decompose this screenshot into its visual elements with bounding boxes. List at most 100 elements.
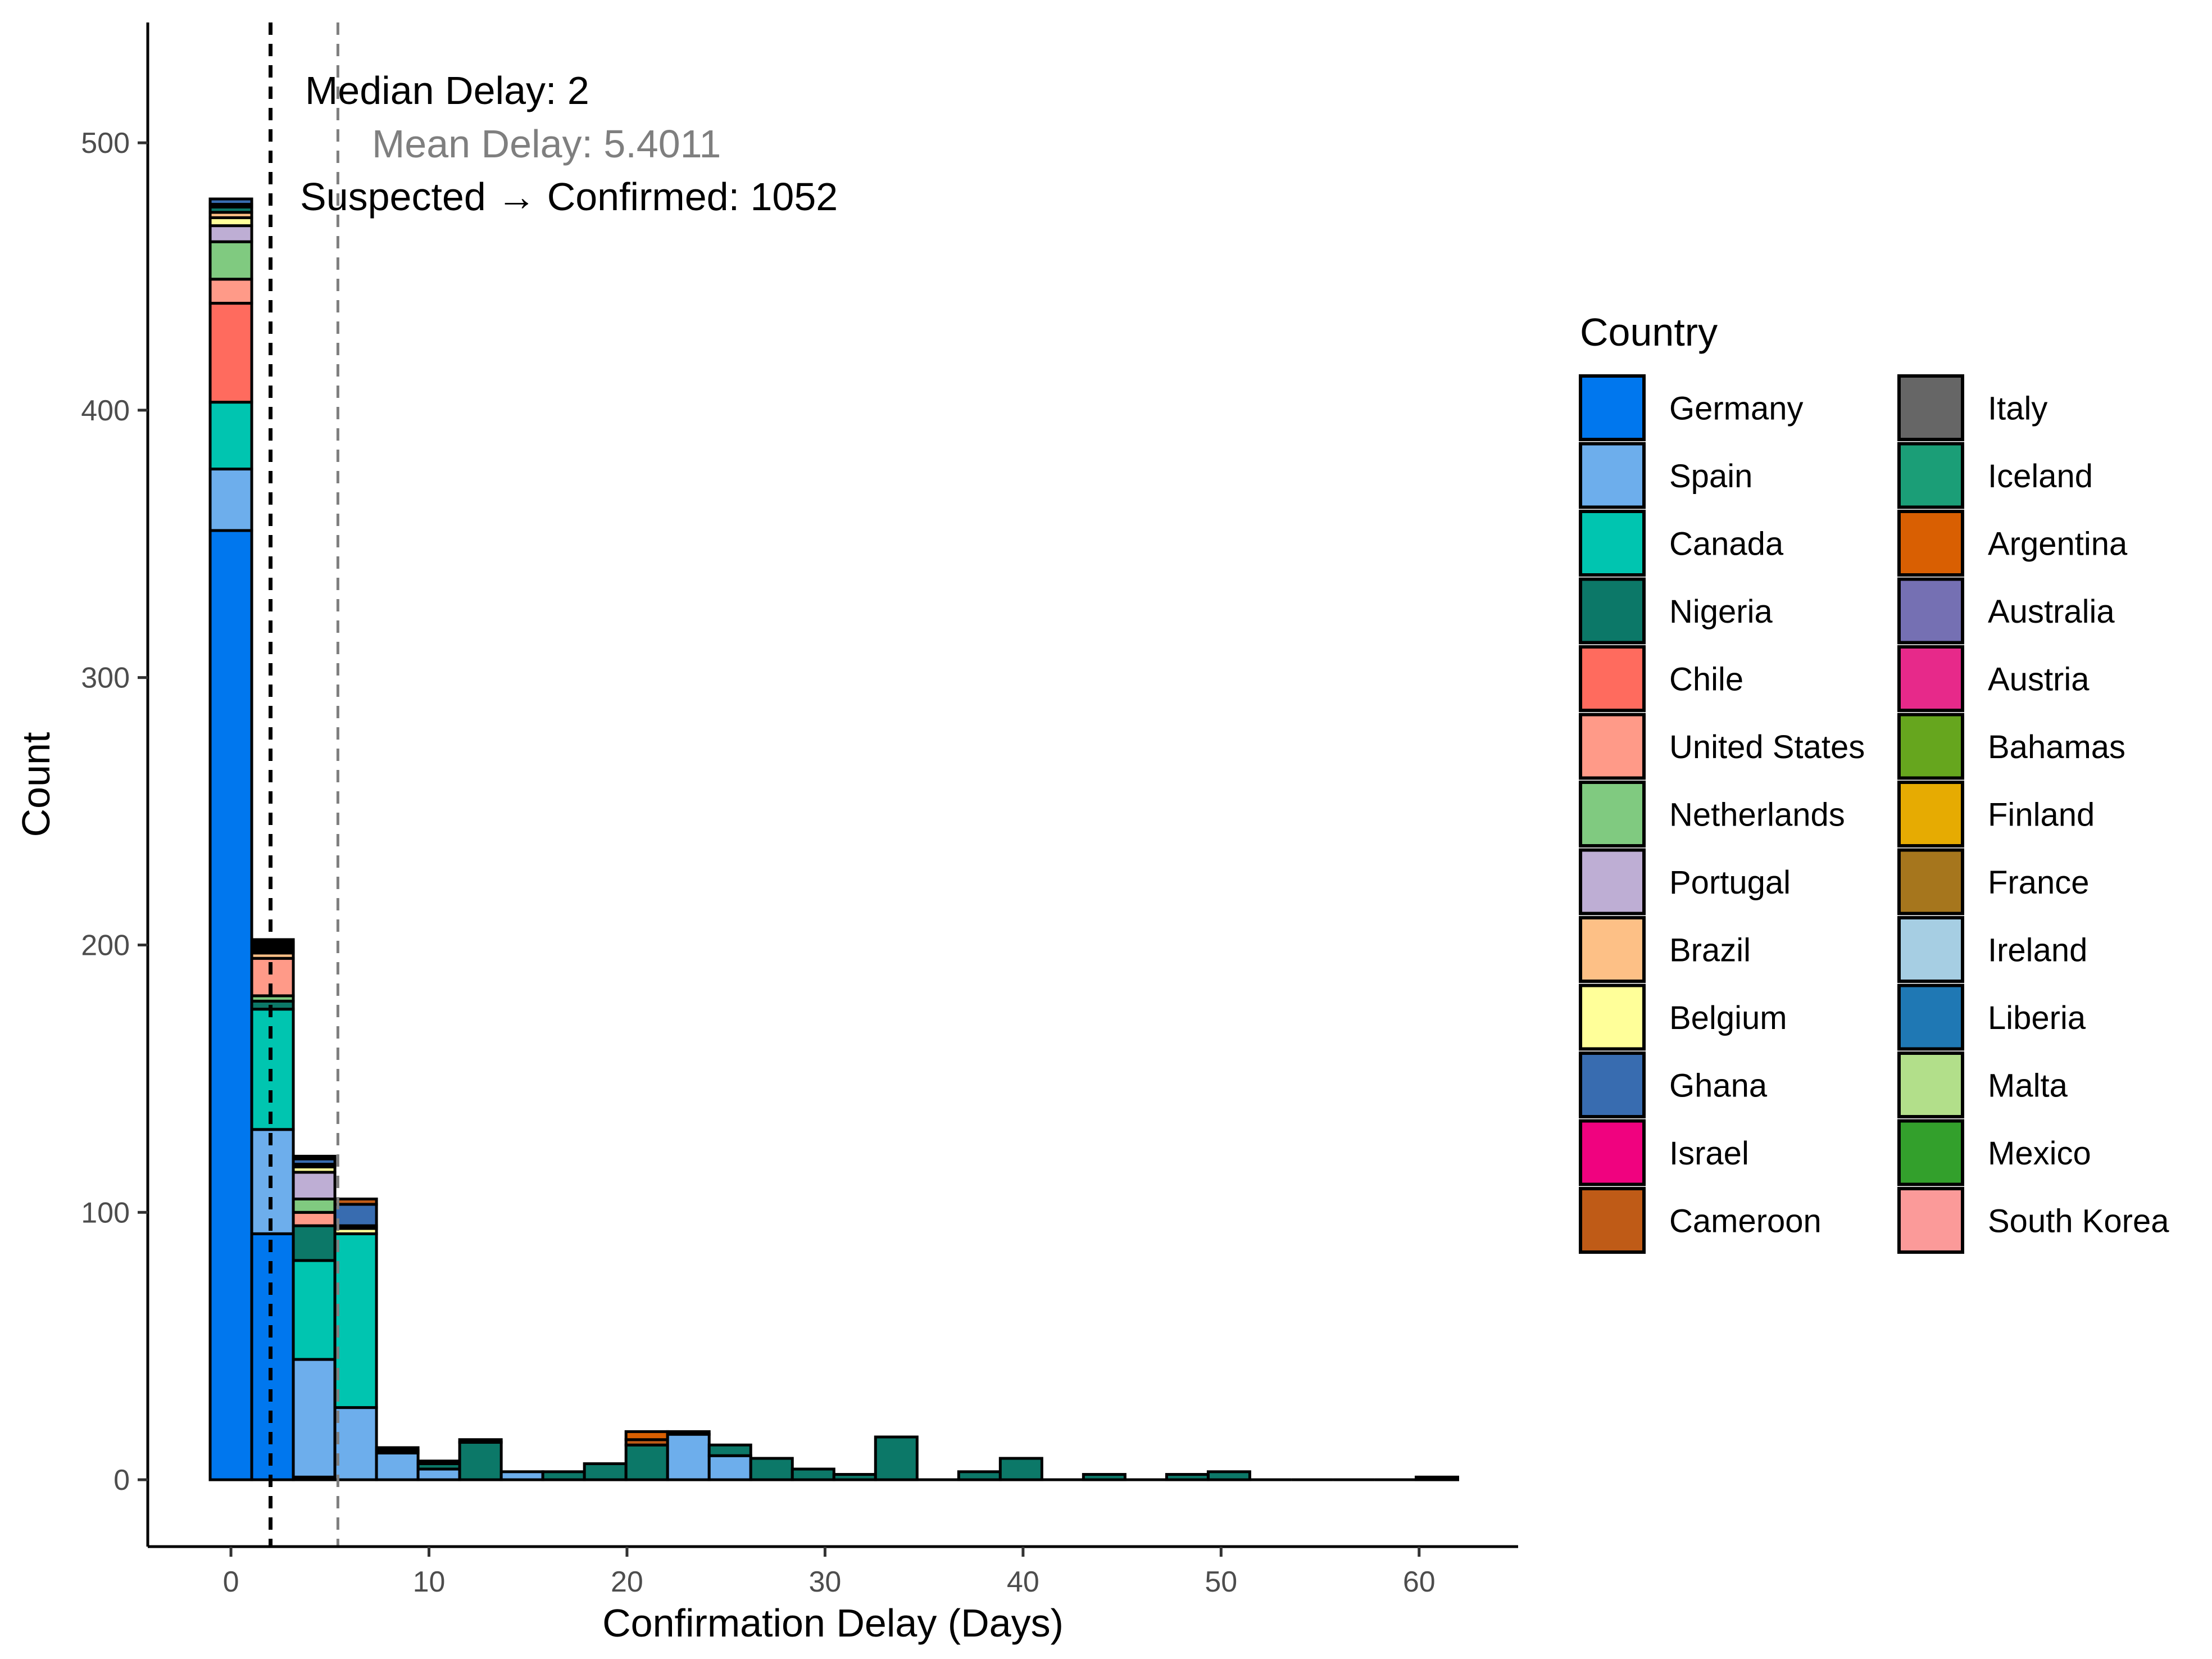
bar-segment-3-5: [333, 1197, 378, 1206]
bar-segment-0-4: [208, 278, 253, 305]
annotations-layer: Median Delay: 2 Mean Delay: 5.4011 Suspect…: [300, 69, 838, 219]
y-tick-label-2: 200: [81, 929, 130, 962]
legend-swatch-3: [1579, 577, 1646, 645]
legend-label-20: France: [1988, 864, 2090, 901]
mean-annotation: Mean Delay: 5.4011: [372, 122, 721, 166]
legend-label-15: Argentina: [1988, 526, 2128, 563]
bar-segment-12-0: [707, 1454, 752, 1481]
bar-segment-5-0: [416, 1467, 461, 1481]
bar-segment-24-0: [1206, 1470, 1251, 1481]
legend-swatch-17: [1897, 645, 1964, 712]
legend: Country Germany Spain Canada Nigeria Chile Uni…: [1579, 310, 2169, 1254]
bar-segment-2-10: [292, 1154, 337, 1161]
bar-segment-0-0: [208, 529, 253, 1481]
legend-label-16: Australia: [1988, 593, 2115, 630]
bar-segment-15-0: [832, 1473, 877, 1481]
legend-swatch-8: [1579, 916, 1646, 983]
bar-segment-11-1: [666, 1430, 711, 1436]
y-tick-label-1: 100: [81, 1196, 130, 1229]
legend-swatch-19: [1897, 781, 1964, 847]
bar-segment-2-1: [292, 1358, 337, 1479]
x-tick-label-6: 60: [1403, 1566, 1436, 1598]
bars-layer: [208, 197, 1460, 1481]
x-tick-label-4: 40: [1007, 1566, 1039, 1598]
y-tick-label-3: 300: [81, 662, 130, 695]
bar-segment-3-4: [333, 1203, 378, 1227]
legend-label-9: Belgium: [1669, 1000, 1787, 1036]
legend-label-17: Austria: [1988, 661, 2090, 698]
x-tick-label-1: 10: [413, 1566, 446, 1598]
legend-swatch-20: [1897, 848, 1964, 915]
bar-segment-12-1: [707, 1443, 752, 1457]
bar-segment-23-0: [1165, 1473, 1210, 1481]
legend-label-1: Spain: [1669, 458, 1752, 495]
y-tick-label-5: 500: [81, 127, 130, 160]
legend-swatch-2: [1579, 510, 1646, 577]
bar-segment-2-4: [292, 1211, 337, 1227]
legend-swatch-25: [1897, 1187, 1964, 1254]
bar-segment-10-2: [624, 1430, 669, 1442]
legend-swatch-18: [1897, 713, 1964, 780]
legend-label-12: Cameroon: [1669, 1203, 1822, 1240]
legend-label-5: United States: [1669, 729, 1865, 765]
count-annotation: Suspected → Confirmed: 1052: [300, 175, 838, 219]
y-tick-label-4: 400: [81, 395, 130, 427]
legend-label-7: Portugal: [1669, 864, 1791, 901]
bar-segment-9-0: [583, 1462, 628, 1481]
bar-segment-2-2: [292, 1259, 337, 1361]
bar-segment-18-0: [957, 1470, 1002, 1481]
x-tick-label-5: 50: [1205, 1566, 1237, 1598]
legend-label-3: Nigeria: [1669, 593, 1773, 630]
bar-segment-1-0: [250, 1232, 295, 1481]
legend-swatch-23: [1897, 1051, 1964, 1118]
legend-label-2: Canada: [1669, 526, 1784, 563]
bar-segment-2-3: [292, 1224, 337, 1262]
bar-segment-1-11: [250, 938, 295, 944]
bar-segment-1-1: [250, 1128, 295, 1235]
bar-segment-6-1: [458, 1438, 503, 1444]
bar-segment-16-0: [874, 1435, 919, 1481]
x-tick-label-3: 30: [809, 1566, 841, 1598]
legend-label-10: Ghana: [1669, 1068, 1768, 1104]
legend-swatch-13: [1897, 374, 1964, 441]
bar-segment-1-2: [250, 1008, 295, 1131]
bar-segment-11-0: [666, 1433, 711, 1481]
legend-label-18: Bahamas: [1988, 729, 2125, 765]
bar-segment-0-2: [208, 401, 253, 471]
median-annotation: Median Delay: 2: [305, 69, 589, 112]
legend-swatch-5: [1579, 713, 1646, 780]
legend-label-8: Brazil: [1669, 932, 1751, 969]
legend-swatch-16: [1897, 577, 1964, 645]
legend-label-24: Mexico: [1988, 1135, 2091, 1172]
axes-layer: 0 100 200 300 400 500 0 10 20 30 40 50 60 Confirmatio…: [14, 22, 1518, 1645]
reference-lines-layer: [269, 22, 339, 1547]
legend-swatch-9: [1579, 983, 1646, 1051]
legend-label-0: Germany: [1669, 391, 1804, 427]
legend-swatch-4: [1579, 645, 1646, 712]
bar-segment-1-5: [250, 957, 295, 998]
legend-swatch-22: [1897, 983, 1964, 1051]
legend-swatch-10: [1579, 1051, 1646, 1118]
bar-segment-14-0: [791, 1467, 835, 1481]
bar-segment-7-0: [499, 1470, 544, 1481]
legend-label-13: Italy: [1988, 391, 2047, 427]
legend-swatch-12: [1579, 1187, 1646, 1254]
bar-segment-2-5: [292, 1197, 337, 1214]
legend-swatch-7: [1579, 848, 1646, 915]
legend-label-22: Liberia: [1988, 1000, 2086, 1036]
legend-label-23: Malta: [1988, 1068, 2068, 1104]
y-axis-title: Count: [14, 732, 58, 837]
bar-segment-21-0: [1082, 1473, 1127, 1481]
legend-label-21: Ireland: [1988, 932, 2087, 969]
legend-title: Country: [1580, 310, 1718, 354]
legend-swatch-0: [1579, 374, 1646, 441]
legend-swatch-6: [1579, 781, 1646, 847]
bar-segment-4-2: [375, 1446, 420, 1452]
bar-segment-5-2: [416, 1459, 461, 1466]
bar-segment-0-6: [208, 224, 253, 243]
bar-segment-3-1: [333, 1232, 378, 1409]
legend-label-11: Israel: [1669, 1135, 1749, 1172]
bar-segment-10-0: [624, 1443, 669, 1481]
bar-segment-4-0: [375, 1451, 420, 1481]
bar-segment-0-5: [208, 240, 253, 281]
